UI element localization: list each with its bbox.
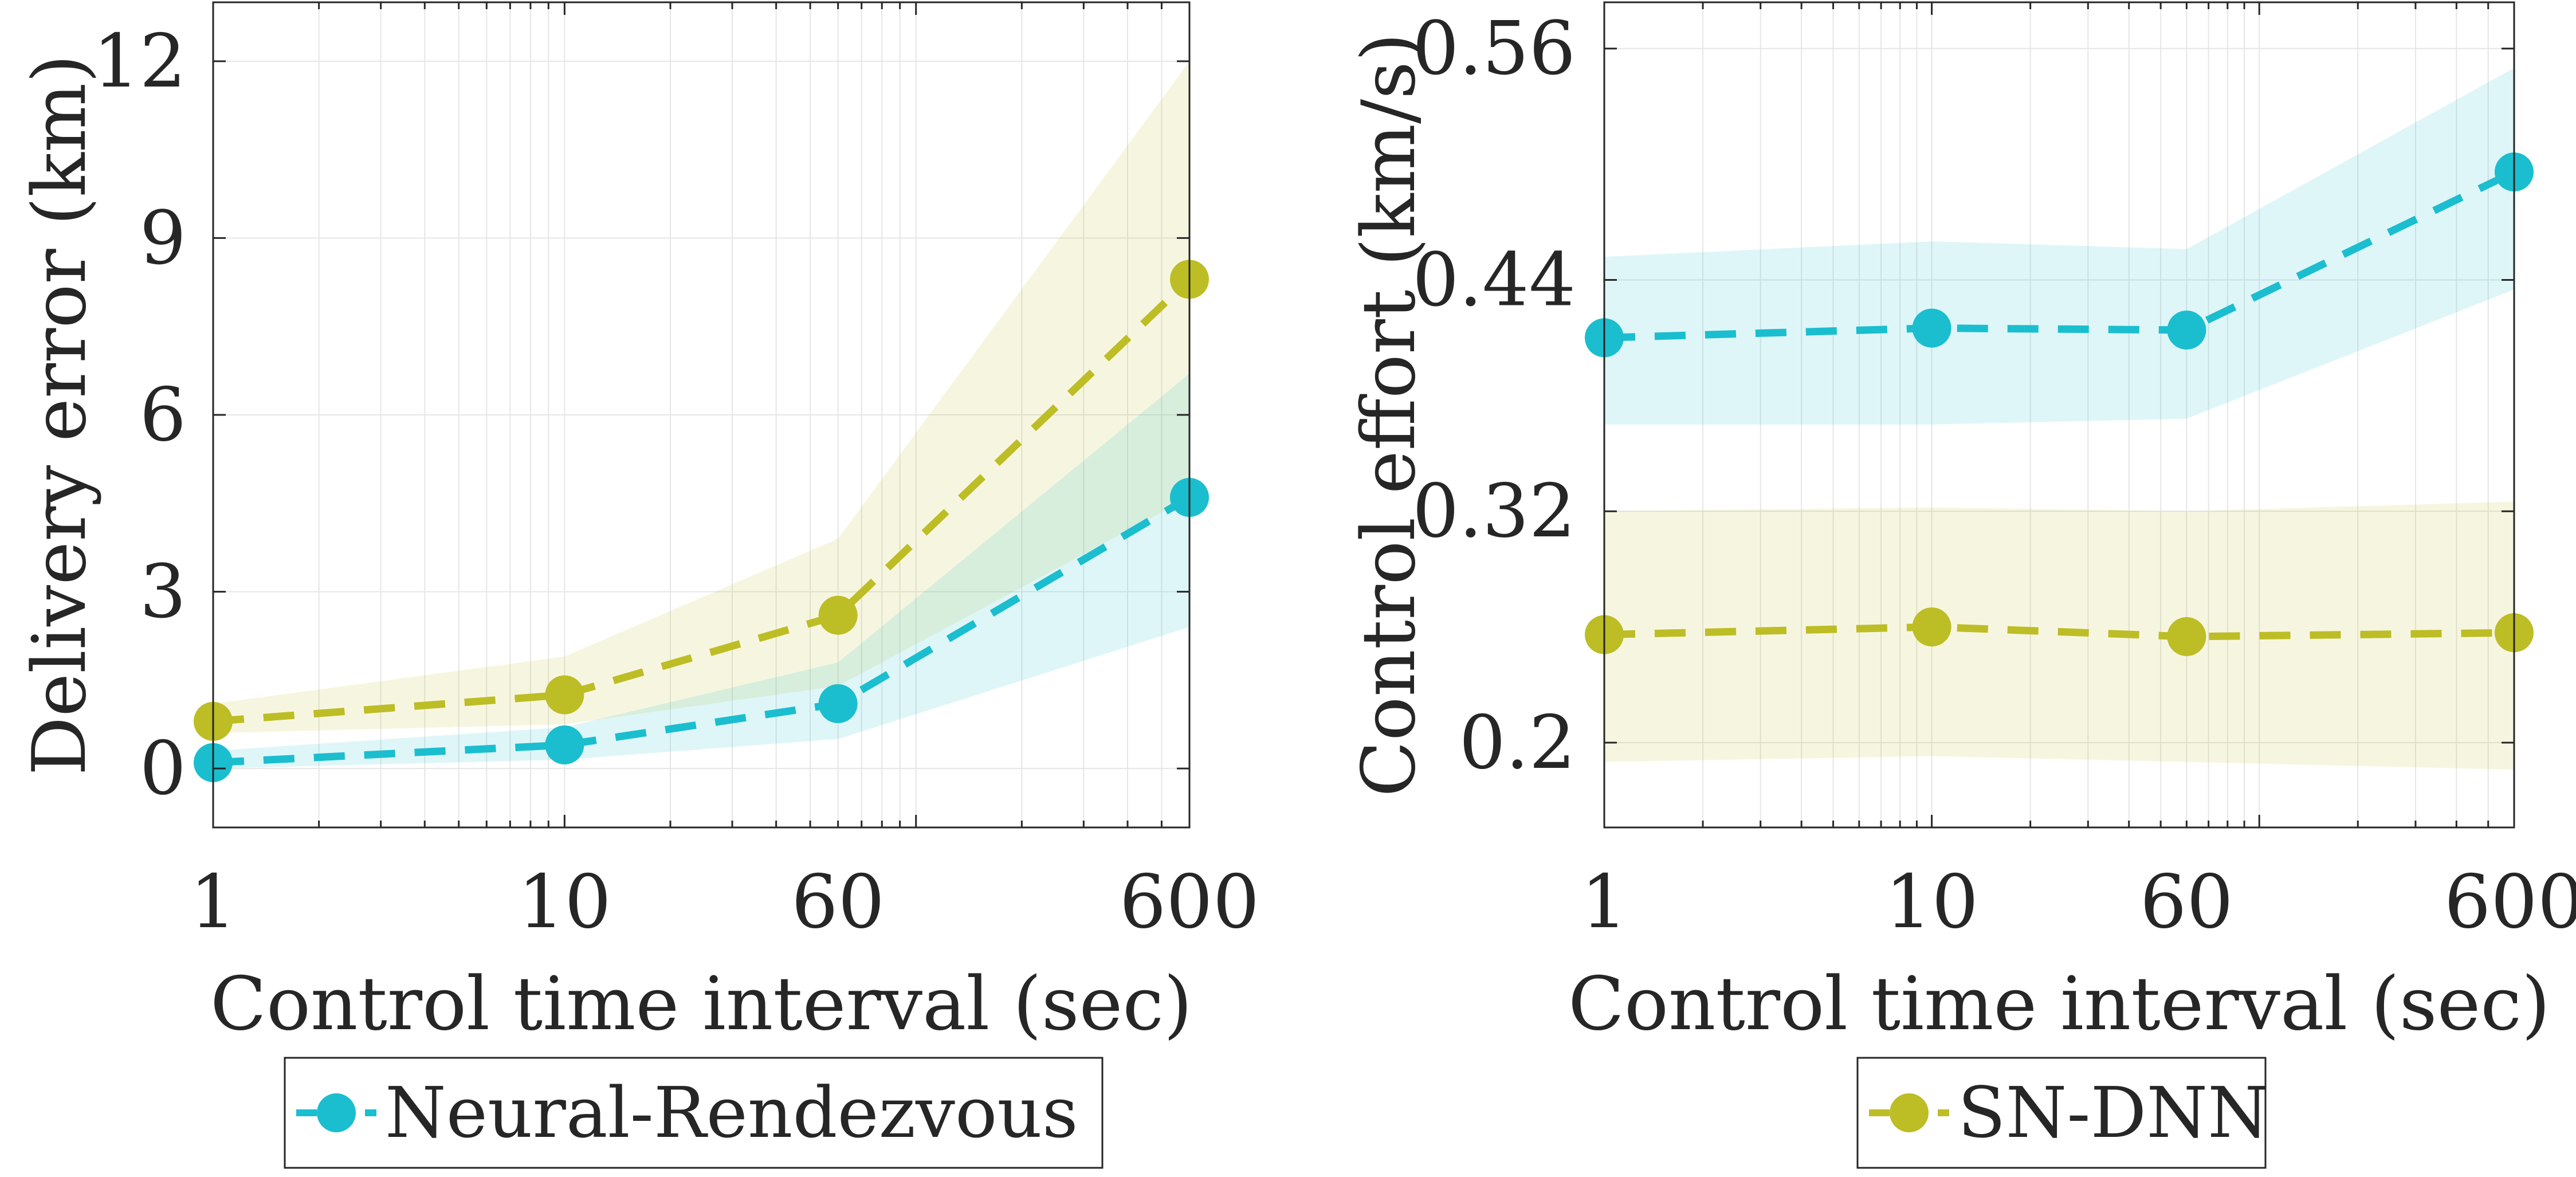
data-point-neural-rendezvous	[818, 684, 858, 723]
y-axis-label: Control effort (km/s)	[1346, 33, 1432, 797]
series-line-neural-rendezvous	[213, 494, 1192, 767]
series-lines	[1604, 168, 2516, 641]
x-tick-label: 60	[791, 860, 885, 945]
series-line-sn-dnn	[213, 276, 1192, 725]
x-tick-label: 1	[190, 860, 236, 945]
x-axis-label: Control time interval (sec)	[1568, 962, 2550, 1047]
y-tick-label: 0	[140, 726, 186, 811]
legend: SN-DNN	[1856, 1057, 2269, 1169]
series-lines	[213, 276, 1192, 767]
x-tick-label: 600	[2444, 860, 2576, 945]
legend-box	[284, 1057, 1104, 1169]
y-tick-label: 0.44	[1412, 237, 1576, 323]
y-tick-label: 0.56	[1412, 6, 1576, 92]
x-tick-label: 1	[1581, 860, 1627, 945]
tick-marks	[212, 2, 1191, 827]
y-tick-label: 0.32	[1412, 469, 1576, 554]
data-point-neural-rendezvous	[1912, 308, 1951, 348]
data-point-sn-dnn	[818, 595, 858, 635]
x-tick-label: 600	[1120, 860, 1259, 945]
y-tick-label: 0.2	[1459, 700, 1576, 786]
y-tick-label: 9	[140, 195, 186, 281]
legend-marker-swatch	[317, 1093, 356, 1132]
legend-label: SN-DNN	[1958, 1072, 2269, 1154]
legend-marker-swatch	[1890, 1093, 1929, 1132]
y-tick-labels: 0 3 6 9 12	[93, 19, 186, 811]
confidence-bands	[213, 61, 1189, 769]
axes-frame	[1603, 1, 2515, 829]
y-tick-label: 3	[140, 550, 186, 635]
series-line-neural-rendezvous	[1604, 168, 2516, 342]
data-point-sn-dnn	[1912, 607, 1951, 647]
data-point-sn-dnn	[2167, 617, 2206, 656]
control-effort-chart: 0.2 0.32 0.44 0.56 1 10 60 600 Control time in…	[1346, 1, 2576, 1169]
series-markers	[1585, 152, 2534, 656]
x-tick-labels: 1 10 60 600	[1581, 860, 2576, 945]
y-tick-labels: 0.2 0.32 0.44 0.56	[1412, 6, 1576, 786]
y-axis-label: Delivery error (km)	[17, 54, 103, 775]
delivery-error-chart: 0 3 6 9 12 1 10 60 600 Control time interval (s…	[17, 1, 1259, 1169]
confidence-band-neural-rendezvous	[1604, 68, 2514, 425]
x-tick-label: 10	[1885, 860, 1978, 945]
legend-label: Neural-Rendezvous	[385, 1072, 1078, 1154]
data-point-sn-dnn	[545, 675, 584, 715]
x-tick-label: 10	[518, 860, 611, 945]
confidence-bands	[1604, 68, 2514, 770]
grid	[213, 2, 1190, 827]
tick-marks	[1603, 2, 2515, 827]
x-tick-label: 60	[2140, 860, 2233, 945]
confidence-band-neural-rendezvous	[213, 374, 1189, 769]
y-tick-label: 6	[140, 372, 186, 458]
confidence-band-sn-dnn	[213, 61, 1189, 733]
confidence-band-sn-dnn	[1604, 501, 2514, 770]
legend: Neural-Rendezvous	[284, 1057, 1104, 1169]
series-line-sn-dnn	[1604, 623, 2515, 641]
data-point-neural-rendezvous	[2167, 310, 2206, 350]
x-tick-labels: 1 10 60 600	[190, 860, 1259, 945]
x-axis-label: Control time interval (sec)	[210, 962, 1192, 1047]
y-tick-label: 12	[93, 19, 186, 104]
data-point-neural-rendezvous	[545, 725, 584, 764]
